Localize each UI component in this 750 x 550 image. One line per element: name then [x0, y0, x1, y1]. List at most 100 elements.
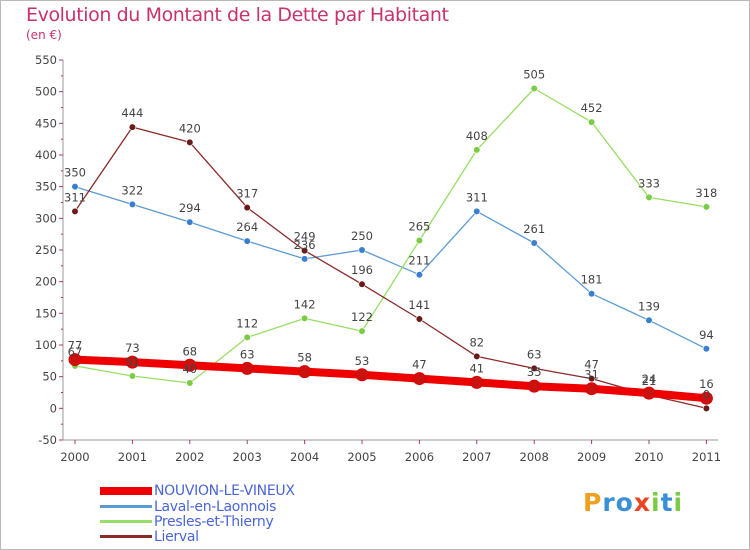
data-label-2: 452	[581, 101, 603, 115]
data-label-0: 47	[412, 358, 427, 372]
series-point-1	[71, 183, 79, 191]
data-label-2: 122	[351, 310, 373, 324]
series-point-2	[587, 118, 596, 126]
data-label-3: 444	[121, 106, 143, 120]
series-point-0	[527, 379, 541, 393]
data-label-1: 311	[466, 190, 488, 204]
y-tick-label: 100	[35, 338, 57, 352]
data-label-0: 31	[584, 368, 599, 382]
data-label-0: 41	[469, 361, 484, 375]
data-label-2: 505	[523, 68, 545, 82]
x-tick-label: 2002	[175, 450, 204, 464]
series-point-1	[128, 200, 136, 208]
data-label-1: 94	[699, 328, 714, 342]
data-label-2: 318	[695, 186, 717, 200]
data-label-3: 63	[527, 347, 542, 361]
series-point-0	[125, 355, 139, 369]
data-label-1: 181	[581, 273, 603, 287]
data-label-1: 261	[523, 222, 545, 236]
data-label-3: 317	[236, 187, 258, 201]
y-tick-label: 150	[35, 306, 57, 320]
data-label-1: 322	[121, 183, 143, 197]
series-point-3	[702, 404, 711, 412]
x-tick-label: 2003	[233, 450, 262, 464]
data-label-3: 141	[408, 298, 430, 312]
y-tick-label: -50	[38, 433, 57, 447]
series-point-1	[301, 255, 309, 263]
data-label-1: 211	[408, 254, 430, 268]
data-label-1: 139	[638, 299, 660, 313]
data-label-3: 196	[351, 263, 373, 277]
series-line-2	[74, 87, 708, 384]
series-point-3	[128, 123, 136, 131]
series-point-1	[645, 316, 653, 324]
x-tick-label: 2007	[462, 450, 491, 464]
series-point-3	[530, 364, 538, 373]
proxiti-logo: Proxiti	[583, 488, 684, 517]
x-tick-label: 2001	[118, 450, 147, 464]
series-point-2	[702, 203, 711, 211]
legend-label-laval: Laval-en-Laonnois	[154, 499, 277, 515]
data-label-0: 73	[125, 341, 140, 355]
data-label-0: 35	[527, 365, 542, 379]
data-label-3: 21	[642, 374, 657, 388]
series-point-0	[585, 382, 599, 396]
data-label-2: 265	[408, 220, 430, 234]
data-label-0: 63	[240, 347, 255, 361]
legend-item-laval: Laval-en-Laonnois	[100, 499, 360, 515]
x-tick-label: 2009	[577, 450, 606, 464]
data-label-3: 249	[294, 230, 316, 244]
data-label-0: 24	[642, 372, 657, 386]
series-point-1	[473, 207, 481, 215]
data-label-1: 350	[64, 166, 86, 180]
y-tick-label: 200	[35, 275, 57, 289]
chart-unit: (en €)	[26, 28, 62, 42]
data-label-2: 408	[466, 129, 488, 143]
series-line-1	[74, 186, 708, 350]
data-label-0: 16	[699, 377, 714, 391]
legend-swatch-presles	[100, 520, 152, 523]
series-point-0	[298, 365, 312, 379]
y-tick-label: 50	[42, 370, 57, 384]
y-tick-label: 350	[35, 180, 57, 194]
series-point-2	[128, 372, 136, 380]
data-label-1: 294	[179, 201, 201, 215]
data-label-3: 420	[179, 121, 201, 135]
series-point-3	[358, 280, 366, 288]
series-point-2	[645, 193, 653, 202]
data-label-3: 82	[469, 335, 484, 349]
series-point-0	[240, 361, 254, 375]
series-point-2	[473, 146, 481, 154]
y-tick-label: 0	[50, 401, 57, 415]
series-point-1	[186, 218, 194, 226]
series-point-1	[587, 290, 596, 298]
data-label-3: 311	[64, 190, 86, 204]
series-point-1	[358, 246, 366, 254]
data-label-0: 53	[355, 354, 370, 368]
series-point-1	[702, 345, 711, 353]
data-label-2: 40	[182, 362, 197, 376]
x-tick-label: 2004	[290, 450, 319, 464]
series-point-1	[530, 239, 538, 247]
y-tick-label: 500	[35, 85, 57, 99]
series-point-3	[186, 138, 194, 146]
series-point-2	[301, 314, 309, 323]
data-label-3: 0	[703, 387, 710, 401]
series-line-3	[74, 126, 708, 409]
series-point-1	[243, 237, 251, 245]
series-point-3	[587, 374, 596, 383]
y-tick-label: 550	[35, 53, 57, 67]
x-tick-label: 2011	[692, 450, 721, 464]
data-label-2: 112	[236, 316, 258, 330]
series-point-0	[355, 368, 369, 382]
series-point-3	[243, 203, 251, 212]
x-tick-label: 2010	[634, 450, 663, 464]
data-label-1: 264	[236, 220, 258, 234]
data-label-2: 142	[294, 297, 316, 311]
series-point-2	[530, 84, 538, 93]
series-point-3	[71, 207, 79, 215]
y-tick-label: 300	[35, 211, 57, 225]
series-point-0	[470, 375, 484, 389]
x-tick-label: 2000	[60, 450, 89, 464]
